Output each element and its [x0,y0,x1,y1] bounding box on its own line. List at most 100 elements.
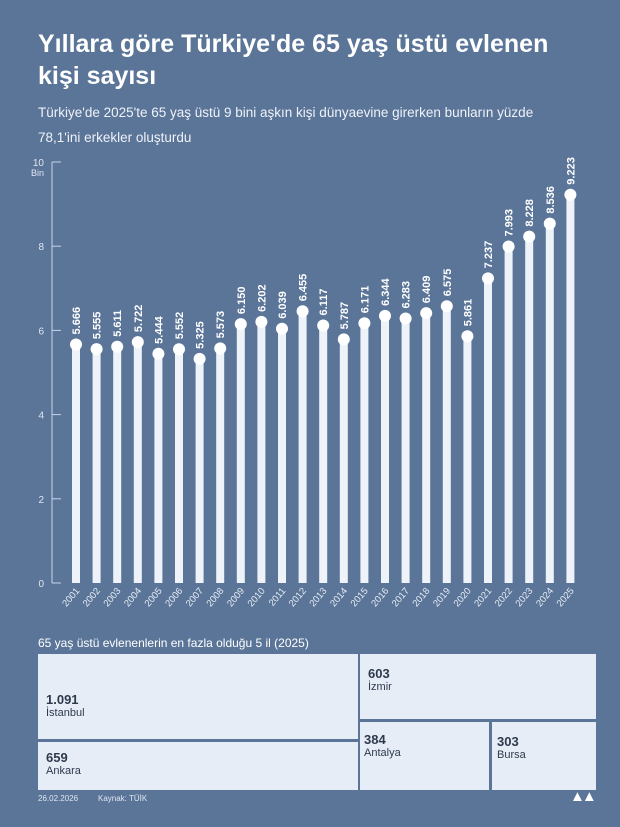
x-tick-label: 2015 [349,586,371,609]
footer-date: 26.02.2026 [38,794,79,803]
bar-dot [152,347,165,360]
x-tick-label: 2011 [267,586,289,609]
x-tick-label: 2002 [81,586,103,609]
bar-dot [523,230,536,243]
bar-dot [440,300,453,313]
x-tick-label: 2007 [184,586,206,609]
treemap-cell-bursa: 303 Bursa [492,722,596,790]
bar-dot [482,272,494,285]
bar [422,313,431,583]
bar [133,342,142,583]
x-tick-label: 2014 [328,586,350,609]
bar [216,348,225,583]
bar [525,236,534,583]
data-label: 6.455 [298,274,310,302]
treemap-cell-istanbul: 1.091 İstanbul [38,654,358,739]
bar [442,306,451,583]
x-tick-label: 2019 [431,586,453,609]
bar [72,344,80,583]
x-tick-label: 2005 [143,586,165,609]
bar [566,194,575,583]
cell-value: 1.091 [46,692,79,707]
cell-name: Ankara [46,765,81,777]
page-title: Yıllara göre Türkiye'de 65 yaş üstü evle… [38,30,549,90]
bar-dot [317,319,330,332]
bar-dot [543,217,556,230]
data-label: 6.575 [442,269,454,297]
bar [319,325,328,583]
bar [381,315,389,583]
y-tick-label: 4 [38,411,44,422]
bar [154,353,163,583]
cell-value: 384 [364,732,386,747]
data-label: 6.171 [359,286,371,314]
x-tick-label: 2012 [287,586,309,609]
data-label: 8.536 [545,186,557,214]
bar-dot [70,338,82,351]
bar [175,349,183,583]
data-label: 5.552 [174,312,186,340]
bar [339,339,348,583]
data-label: 7.237 [483,241,495,269]
data-label: 8.228 [524,199,536,227]
x-tick-label: 2008 [204,586,226,609]
data-label: 7.993 [504,209,516,237]
y-tick-label: 2 [38,495,44,506]
bar-dot [90,343,103,356]
bar-dot [420,307,433,320]
data-label: 6.409 [421,276,433,304]
data-label: 5.787 [339,302,351,330]
data-label: 6.344 [380,278,392,306]
data-label: 6.150 [236,287,248,315]
x-tick-label: 2023 [513,586,535,609]
x-tick-label: 2021 [472,586,494,609]
y-tick-label: 6 [38,326,44,337]
aa-logo: ▲▲ [570,788,597,805]
cell-value: 659 [46,750,68,765]
bar-dot [111,340,124,353]
bar-dot [461,330,474,343]
bar-dot [379,309,391,322]
data-label: 9.223 [565,157,577,185]
x-tick-label: 2001 [60,586,82,609]
x-tick-label: 2018 [410,586,432,609]
x-tick-label: 2022 [493,586,515,609]
data-label: 5.573 [215,311,227,339]
y-tick-label: 8 [38,242,44,253]
bar [545,223,554,583]
bar-dot [399,312,412,325]
bar-dot [255,315,268,328]
x-tick-label: 2020 [452,586,474,609]
bar [401,318,410,583]
x-tick-label: 2016 [369,586,391,609]
x-tick-label: 2006 [163,586,185,609]
bar [113,346,122,583]
treemap-cell-izmir: 603 İzmir [360,654,596,719]
treemap-cell-ankara: 659 Ankara [38,742,358,790]
bar-dot [214,342,227,355]
cell-value: 603 [368,666,390,681]
treemap-cell-antalya: 384 Antalya [360,722,489,790]
data-label: 5.444 [153,315,165,343]
data-label: 6.283 [401,281,413,309]
data-label: 6.039 [277,291,289,319]
footer-source: Kaynak: TÜİK [98,794,148,803]
cell-name: Bursa [497,749,526,761]
bar [236,324,245,583]
data-label: 6.202 [256,284,268,312]
x-tick-label: 2025 [555,586,577,609]
data-label: 6.117 [318,289,330,316]
subtitle: Türkiye'de 2025'te 65 yaş üstü 9 bini aş… [38,105,534,145]
bar-dot [234,318,247,331]
data-label: 5.555 [92,312,104,340]
data-label: 5.722 [133,305,145,333]
cell-name: Antalya [364,747,401,759]
treemap-title: 65 yaş üstü evlenenlerin en fazla olduğu… [38,636,309,650]
x-tick-label: 2003 [101,586,123,609]
bar [484,278,492,583]
y-tick-label: 10 [33,158,45,169]
cell-value: 303 [497,734,519,749]
cell-name: İstanbul [46,707,85,719]
bar [463,336,472,583]
